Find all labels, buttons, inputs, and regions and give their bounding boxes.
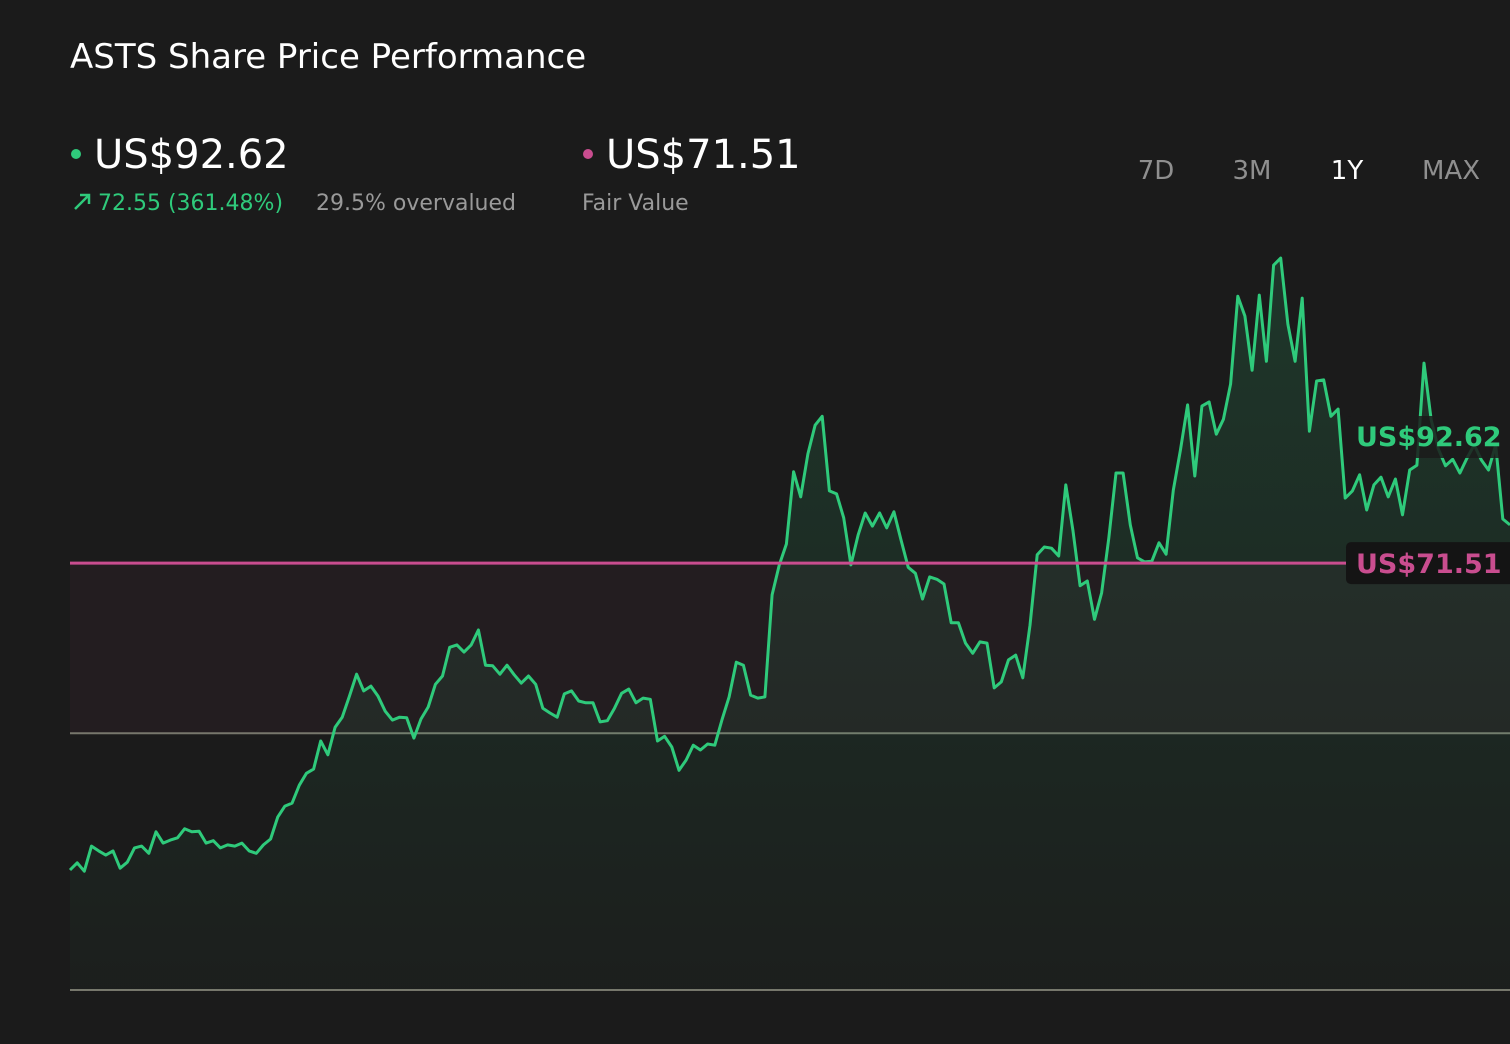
price-dot	[71, 149, 81, 159]
price-area	[70, 258, 1510, 991]
fair-value-caption: Fair Value	[582, 191, 689, 216]
fair-value-label: US$71.51	[1356, 549, 1502, 580]
last-price-label-box	[1346, 416, 1510, 459]
tab[interactable]: 7D	[1138, 156, 1175, 186]
up-arrow-icon	[74, 193, 91, 210]
title: ASTS Share Price Performance	[70, 37, 586, 77]
plot: US$71.51 US$92.62	[68, 256, 1510, 991]
price-change: 72.55 (361.48%)	[98, 191, 283, 216]
last-price-label: US$92.62	[1356, 422, 1502, 453]
fair-dot	[583, 149, 593, 159]
tab[interactable]: MAX	[1422, 156, 1480, 186]
tab[interactable]: 3M	[1233, 156, 1272, 186]
fair-value-label-box	[1346, 542, 1510, 585]
fair-value: US$71.51	[606, 132, 801, 178]
price-line	[68, 256, 1510, 873]
valuation: 29.5% overvalued	[316, 191, 516, 216]
tabs: 7D 3M 1Y MAX	[1138, 156, 1480, 186]
tab[interactable]: 1Y	[1331, 156, 1364, 186]
price: US$92.62	[94, 132, 289, 178]
